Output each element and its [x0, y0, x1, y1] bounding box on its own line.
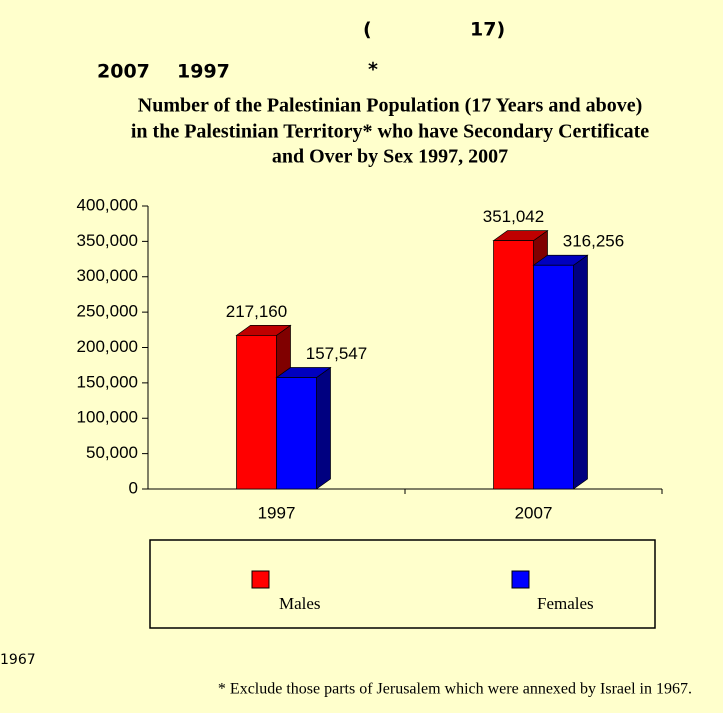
value-label: 316,256: [563, 232, 624, 251]
value-label: 351,042: [483, 207, 544, 226]
y-tick-label: 100,000: [77, 408, 138, 427]
value-label: 157,547: [306, 344, 367, 363]
arabic-title: 17): [470, 19, 505, 41]
y-tick-label: 400,000: [77, 195, 138, 214]
arabic-title: (: [363, 19, 372, 41]
y-tick-label: 250,000: [77, 302, 138, 321]
note: 1967: [0, 652, 36, 668]
legend-label: Females: [537, 594, 594, 613]
legend-swatch: [251, 570, 270, 589]
bar: [236, 335, 277, 490]
chart-title: in the Palestinian Territory* who have S…: [131, 121, 649, 143]
bar-side: [573, 254, 588, 490]
x-tick-label: 1997: [258, 503, 296, 522]
legend-swatch: [511, 570, 530, 589]
value-label: 217,160: [226, 302, 287, 321]
y-tick-label: 300,000: [77, 266, 138, 285]
y-tick-label: 0: [129, 478, 138, 497]
chart-title: Number of the Palestinian Population (17…: [138, 95, 642, 117]
bar: [493, 240, 534, 490]
y-tick-label: 50,000: [86, 443, 138, 462]
bar: [533, 264, 574, 490]
y-tick-label: 150,000: [77, 372, 138, 391]
legend-box: [149, 539, 656, 629]
bar-side: [316, 366, 331, 490]
footnote: * Exclude those parts of Jerusalem which…: [218, 681, 692, 698]
arabic-subtitle: *: [368, 59, 378, 81]
arabic-subtitle: 2007: [97, 61, 150, 83]
y-tick-label: 200,000: [77, 337, 138, 356]
y-tick-label: 350,000: [77, 231, 138, 250]
x-tick-label: 2007: [515, 503, 553, 522]
legend-label: Males: [279, 594, 321, 613]
arabic-subtitle: 1997: [177, 61, 230, 83]
bar: [276, 377, 317, 490]
chart-title: and Over by Sex 1997, 2007: [272, 146, 508, 168]
